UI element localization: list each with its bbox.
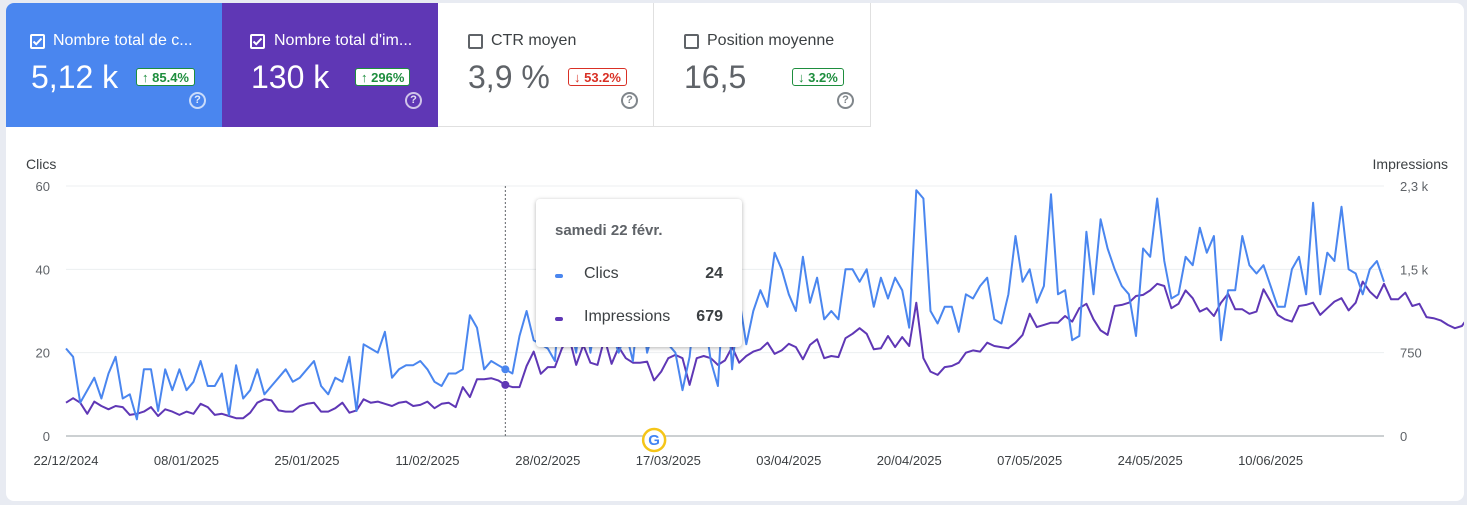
checkbox-unchecked-icon[interactable] [468,34,483,49]
help-icon[interactable]: ? [621,92,638,109]
y-tick-label-right: 2,3 k [1400,179,1429,194]
y-axis-label-right: Impressions [1373,156,1448,172]
metric-total-clicks[interactable]: Nombre total de c... 5,12 k ↑ 85.4% ? [6,3,222,127]
y-axis-label-left: Clics [26,156,56,172]
hover-point-impressions [501,380,510,389]
help-icon[interactable]: ? [189,92,206,109]
x-tick-label: 08/01/2025 [154,453,219,468]
tooltip-impressions-label: Impressions [584,308,671,325]
x-tick-label: 10/06/2025 [1238,453,1303,468]
change-badge: ↓ 53.2% [568,68,627,86]
y-tick-labels: 0 0 20 750 40 1,5 k 60 2,3 k [36,179,1429,444]
chart-tooltip: samedi 22 févr. Clics 24 Impressions 679 [536,199,742,347]
x-tick-labels: 22/12/2024 08/01/2025 25/01/2025 11/02/2025… [33,453,1303,468]
arrow-down-icon: ↓ [574,70,581,85]
y-tick-label-left: 60 [36,179,50,194]
checkbox-checked-icon[interactable] [30,34,45,49]
y-tick-label-right: 1,5 k [1400,262,1429,277]
tooltip-clicks-label: Clics [584,265,619,282]
y-tick-label-right: 0 [1400,429,1407,444]
help-icon[interactable]: ? [405,92,422,109]
checkbox-unchecked-icon[interactable] [684,34,699,49]
x-tick-label: 07/05/2025 [997,453,1062,468]
metric-label: CTR moyen [491,32,577,49]
x-tick-label: 24/05/2025 [1118,453,1183,468]
series-line-impressions [65,280,1464,420]
tooltip-impressions-value: 679 [696,308,723,325]
x-tick-label: 11/02/2025 [395,453,459,468]
change-badge: ↑ 296% [355,68,411,86]
metric-total-impressions[interactable]: Nombre total d'im... 130 k ↑ 296% ? [222,3,438,127]
y-tick-label-left: 20 [36,346,50,361]
clicks-legend-icon [555,274,563,278]
impressions-legend-icon [555,317,563,321]
hover-marker [501,186,510,436]
y-tick-label-left: 0 [43,429,50,444]
metric-label: Position moyenne [707,32,835,49]
x-tick-label: 17/03/2025 [636,453,701,468]
arrow-up-icon: ↑ [142,70,149,85]
metric-value: 130 k [251,59,330,95]
x-tick-label: 20/04/2025 [877,453,942,468]
hover-point-clicks [501,365,510,374]
tooltip-date: samedi 22 févr. [555,222,663,239]
google-update-icon[interactable] [641,427,667,453]
metric-value: 3,9 % [468,59,550,95]
help-icon[interactable]: ? [837,92,854,109]
change-badge: ↑ 85.4% [136,68,195,86]
change-value: 85.4% [152,70,189,85]
change-value: 3.2% [808,70,838,85]
google-g-icon: G [648,432,660,449]
checkbox-checked-icon[interactable] [250,34,265,49]
arrow-up-icon: ↑ [361,70,368,85]
metric-average-position[interactable]: Position moyenne 16,5 ↓ 3.2% ? [654,3,871,127]
performance-card: Nombre total de c... 5,12 k ↑ 85.4% ? No… [6,3,1464,501]
arrow-down-icon: ↓ [798,70,805,85]
tooltip-clicks-value: 24 [705,265,723,282]
x-tick-label: 25/01/2025 [274,453,339,468]
metric-label: Nombre total de c... [53,32,193,49]
y-tick-label-left: 40 [36,262,50,277]
x-tick-label: 03/04/2025 [756,453,821,468]
change-badge: ↓ 3.2% [792,68,844,86]
series-lines [65,189,1464,421]
annotation-marker[interactable]: G [641,427,667,453]
x-tick-label: 28/02/2025 [515,453,580,468]
metric-value: 16,5 [684,59,747,95]
metric-average-ctr[interactable]: CTR moyen 3,9 % ↓ 53.2% ? [438,3,654,127]
metric-value: 5,12 k [31,59,119,95]
y-tick-label-right: 750 [1400,346,1422,361]
change-value: 296% [371,70,405,85]
x-tick-label: 22/12/2024 [33,453,98,468]
metric-label: Nombre total d'im... [274,32,413,49]
change-value: 53.2% [584,70,621,85]
